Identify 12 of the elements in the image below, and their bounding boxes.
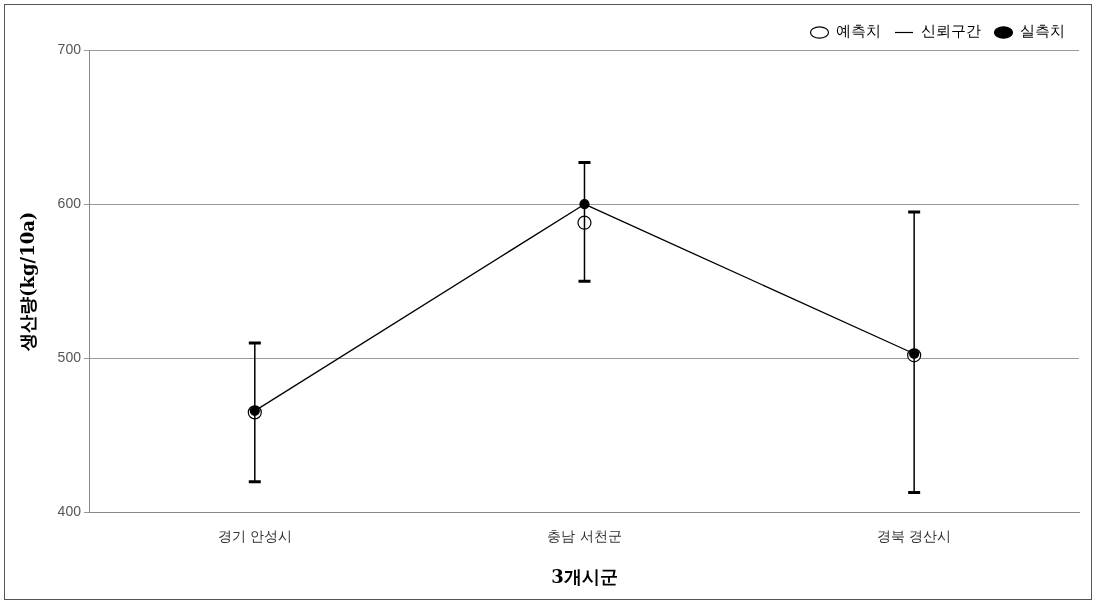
legend-label: 실측치 <box>1020 22 1065 41</box>
y-tick-label: 700 <box>57 40 82 57</box>
y-tick-label: 400 <box>57 503 82 520</box>
x-axis-title: 3개시군 <box>551 565 618 587</box>
y-tick-label: 500 <box>57 349 82 366</box>
legend-label: 예측치 <box>836 22 881 41</box>
x-tick-label: 경북 경산시 <box>876 527 952 544</box>
y-tick-label: 600 <box>57 195 82 212</box>
y-axis-title: 생산량(kg/10a) <box>17 211 39 352</box>
x-tick-label: 경기 안성시 <box>217 527 293 544</box>
legend-label: 신뢰구간 <box>920 22 981 41</box>
x-tick-label: 충남 서천군 <box>547 527 622 544</box>
